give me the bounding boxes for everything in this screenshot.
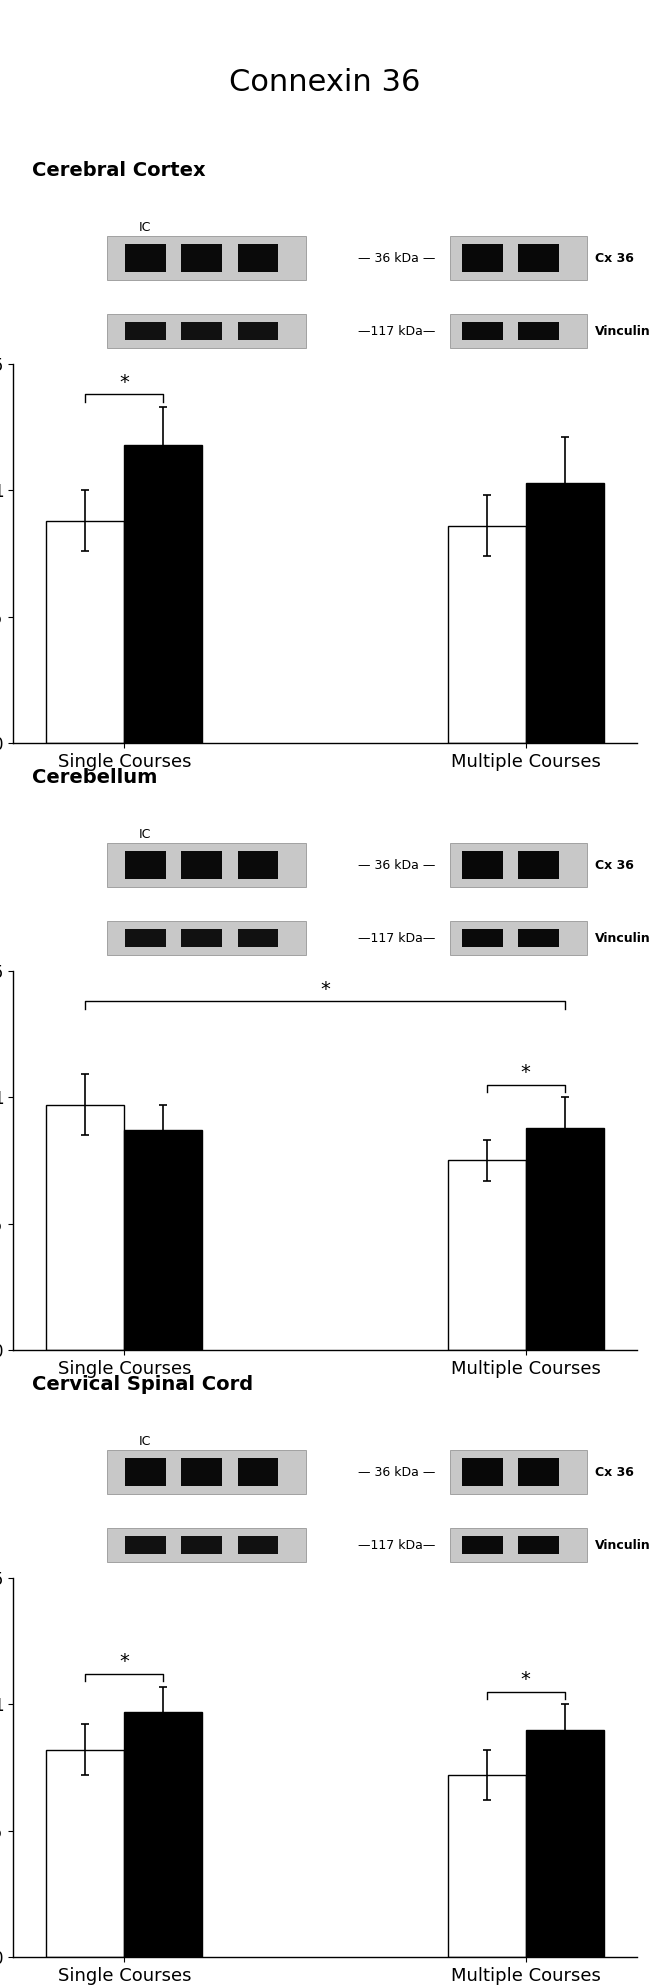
Bar [181,850,222,878]
Text: Cx 36: Cx 36 [595,1466,634,1478]
Bar [450,236,587,280]
Text: IC: IC [139,829,151,841]
Text: IC: IC [139,1435,151,1449]
Bar [125,1458,166,1486]
Bar [107,920,306,956]
Bar [519,928,559,948]
Bar [519,850,559,878]
Text: — 36 kDa —: — 36 kDa — [358,1466,436,1478]
Bar [526,1127,604,1349]
Bar [181,244,222,272]
Bar [526,483,604,743]
Bar [526,1729,604,1957]
Text: — 36 kDa —: — 36 kDa — [358,858,436,872]
Bar [181,928,222,948]
Text: Cerebral Cortex: Cerebral Cortex [32,161,205,179]
Bar [46,521,124,743]
Bar [462,928,503,948]
Text: *: * [320,980,330,999]
Bar [450,920,587,956]
Bar [462,1458,503,1486]
Bar [450,1528,587,1562]
Text: —117 kDa—: —117 kDa— [358,932,436,944]
Bar [107,1528,306,1562]
Bar [448,1774,526,1957]
Text: —117 kDa—: —117 kDa— [358,1538,436,1552]
Bar [462,244,503,272]
Bar [125,850,166,878]
Bar [238,850,278,878]
Bar [107,314,306,348]
Bar [181,322,222,340]
Bar [124,1131,202,1349]
Bar [46,1751,124,1957]
Bar [181,1458,222,1486]
Bar [519,322,559,340]
Bar [519,1536,559,1554]
Text: Vinculin: Vinculin [595,324,650,338]
Bar [125,244,166,272]
Text: Vinculin: Vinculin [595,932,650,944]
Bar [125,928,166,948]
Text: *: * [120,372,129,391]
Bar [462,850,503,878]
Bar [519,244,559,272]
Bar [107,842,306,886]
Text: — 36 kDa —: — 36 kDa — [358,252,436,264]
Bar [238,1458,278,1486]
Bar [238,928,278,948]
Bar [107,1451,306,1494]
Text: IC: IC [139,221,151,234]
Bar [462,1536,503,1554]
Bar [448,527,526,743]
Bar [107,236,306,280]
Text: Cervical Spinal Cord: Cervical Spinal Cord [32,1375,253,1393]
Bar [181,1536,222,1554]
Text: *: * [521,1671,530,1689]
Text: *: * [120,1653,129,1671]
Text: *: * [521,1063,530,1083]
Bar [125,1536,166,1554]
Bar [519,1458,559,1486]
Bar [238,244,278,272]
Bar [450,314,587,348]
Text: Cx 36: Cx 36 [595,252,634,264]
Bar [450,842,587,886]
Text: —117 kDa—: —117 kDa— [358,324,436,338]
Bar [124,445,202,743]
Text: Cx 36: Cx 36 [595,858,634,872]
Text: Vinculin: Vinculin [595,1538,650,1552]
Bar [450,1451,587,1494]
Bar [238,322,278,340]
Bar [124,1713,202,1957]
Text: Connexin 36: Connexin 36 [229,68,421,97]
Bar [462,322,503,340]
Bar [448,1160,526,1349]
Bar [125,322,166,340]
Text: Cerebellum: Cerebellum [32,767,157,787]
Bar [46,1105,124,1349]
Bar [238,1536,278,1554]
